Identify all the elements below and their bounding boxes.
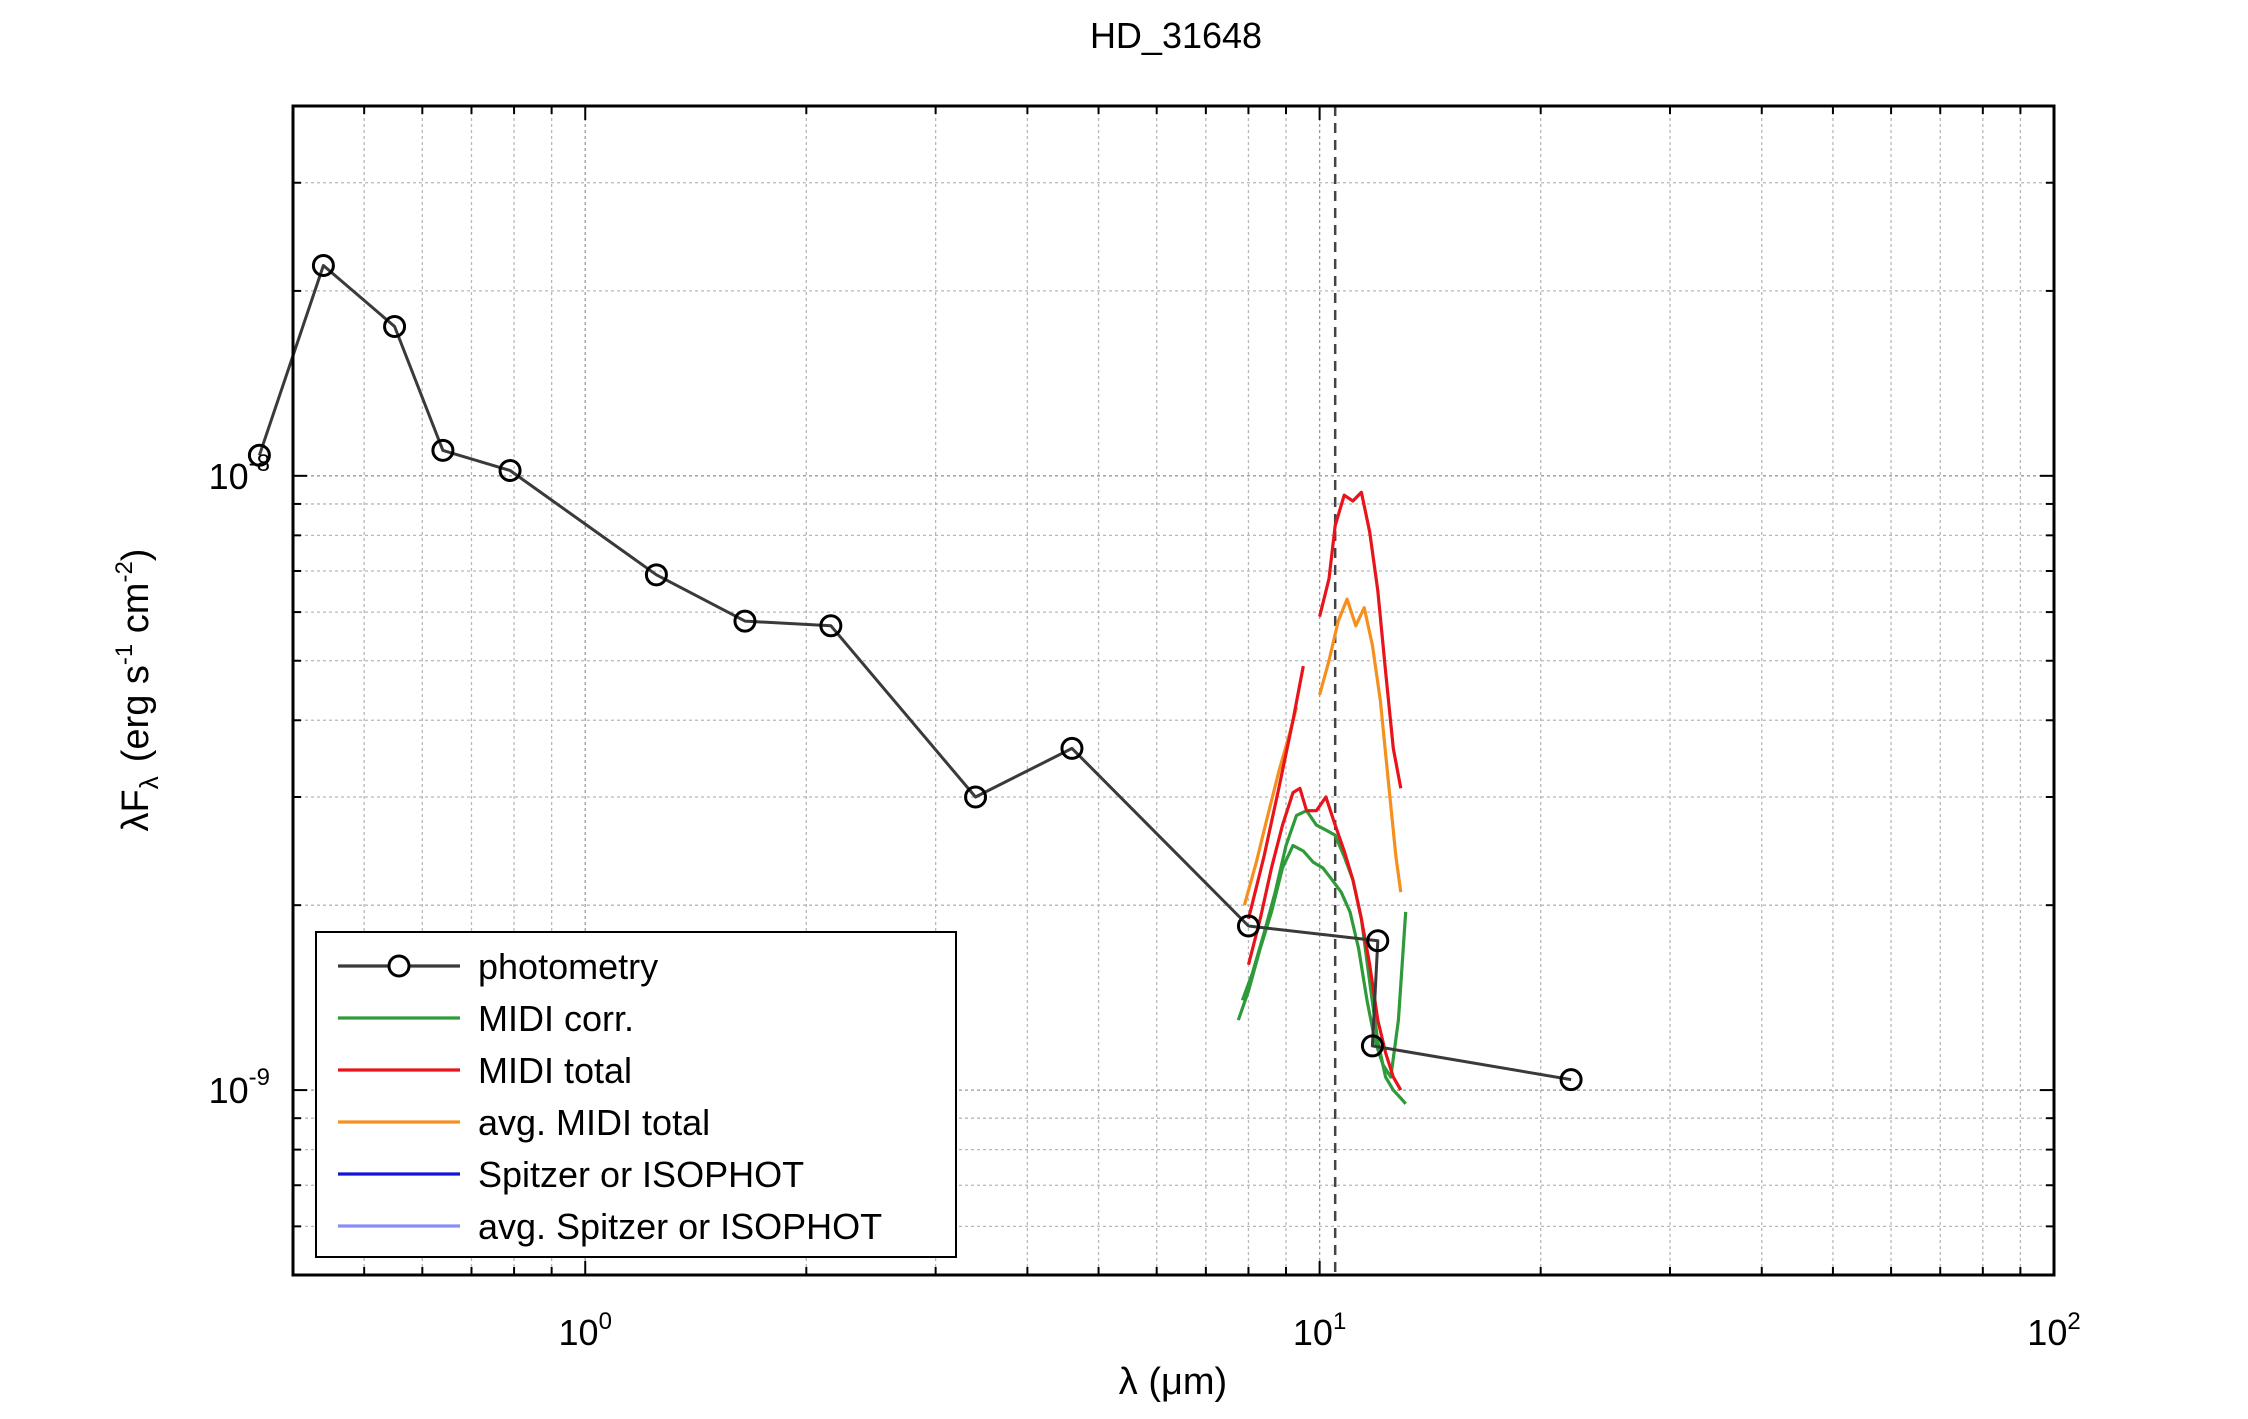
legend-label-spitzer: Spitzer or ISOPHOT (478, 1154, 804, 1195)
x-axis-label: λ (μm) (1119, 1361, 1227, 1403)
chart-title: HD_31648 (1090, 15, 1262, 56)
photometry-point (431, 438, 455, 462)
x-tick-label: 101 (1293, 1308, 1346, 1353)
photometry-point (1559, 1068, 1583, 1092)
midi_total-line (1246, 786, 1403, 1091)
legend-label-midi_total: MIDI total (478, 1050, 632, 1091)
photometry-point (819, 614, 843, 638)
y-axis-label: λFλ(erg s-1 cm-2) (111, 549, 164, 832)
photometry-point (644, 563, 668, 587)
midi_total-line (1246, 665, 1305, 920)
plot-frame (291, 104, 2056, 1277)
midi_total-line (1318, 490, 1403, 789)
y-tick-label: 10-8 (209, 450, 270, 497)
legend-label-midi_corr: MIDI corr. (478, 998, 634, 1039)
data-series (247, 253, 1583, 1105)
photometry-line (257, 264, 1572, 1082)
legend-marker-photometry (387, 954, 411, 978)
legend: photometry MIDI corr. MIDI total avg. MIDI … (315, 931, 957, 1258)
y-tick-label: 10-9 (209, 1064, 270, 1111)
photometry-point (383, 315, 407, 339)
x-tick-label: 102 (2027, 1308, 2080, 1353)
x-tick-labels: 100 101 102 (559, 1308, 2081, 1353)
photometry-point (1236, 914, 1260, 938)
y-tick-labels: 10-9 10-8 (209, 450, 270, 1111)
avg_midi_total-line (1318, 597, 1403, 893)
legend-label-avg_midi_total: avg. MIDI total (478, 1102, 710, 1143)
photometry-point (1360, 1034, 1384, 1058)
legend-label-avg_spitzer: avg. Spitzer or ISOPHOT (478, 1206, 882, 1247)
photometry-point (1366, 929, 1390, 953)
photometry-point (733, 609, 757, 633)
photometry-point (247, 443, 271, 467)
x-tick-label: 100 (559, 1308, 612, 1353)
photometry-point (964, 785, 988, 809)
midi_corr-line (1236, 843, 1408, 1079)
photometry-point (1060, 736, 1084, 760)
legend-box (315, 931, 957, 1258)
photometry-point (311, 253, 335, 277)
legend-label-photometry: photometry (478, 946, 658, 987)
photometry-point (498, 459, 522, 483)
